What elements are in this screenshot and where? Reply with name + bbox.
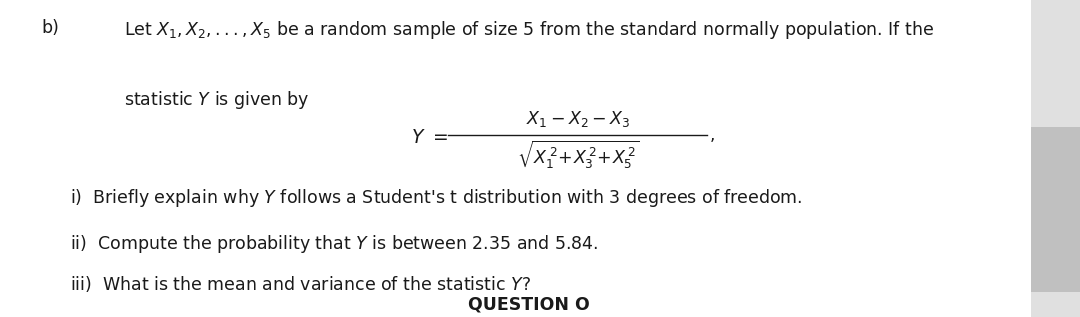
Text: b): b) — [41, 19, 59, 37]
Bar — [1031, 0, 1080, 317]
Text: $X_1-X_2-X_3$: $X_1-X_2-X_3$ — [526, 109, 630, 129]
Text: $\sqrt{X_1^{\,2}\!+\!X_3^{\,2}\!+\!X_5^{\,2}}$: $\sqrt{X_1^{\,2}\!+\!X_3^{\,2}\!+\!X_5^{… — [516, 139, 639, 171]
Text: Let $X_1, X_2, ..., X_5$ be a random sample of size 5 from the standard normally: Let $X_1, X_2, ..., X_5$ be a random sam… — [124, 19, 934, 41]
Text: $Y\ =$: $Y\ =$ — [411, 128, 448, 147]
Text: statistic $Y$ is given by: statistic $Y$ is given by — [124, 89, 310, 111]
Bar — [1031, 127, 1080, 292]
Text: QUESTION O: QUESTION O — [469, 296, 590, 314]
Text: iii)  What is the mean and variance of the statistic $Y$?: iii) What is the mean and variance of th… — [70, 274, 531, 294]
Text: ii)  Compute the probability that $Y$ is between 2.35 and 5.84.: ii) Compute the probability that $Y$ is … — [70, 233, 598, 255]
Text: ,: , — [710, 126, 715, 144]
Text: i)  Briefly explain why $Y$ follows a Student's t distribution with 3 degrees of: i) Briefly explain why $Y$ follows a Stu… — [70, 187, 802, 209]
